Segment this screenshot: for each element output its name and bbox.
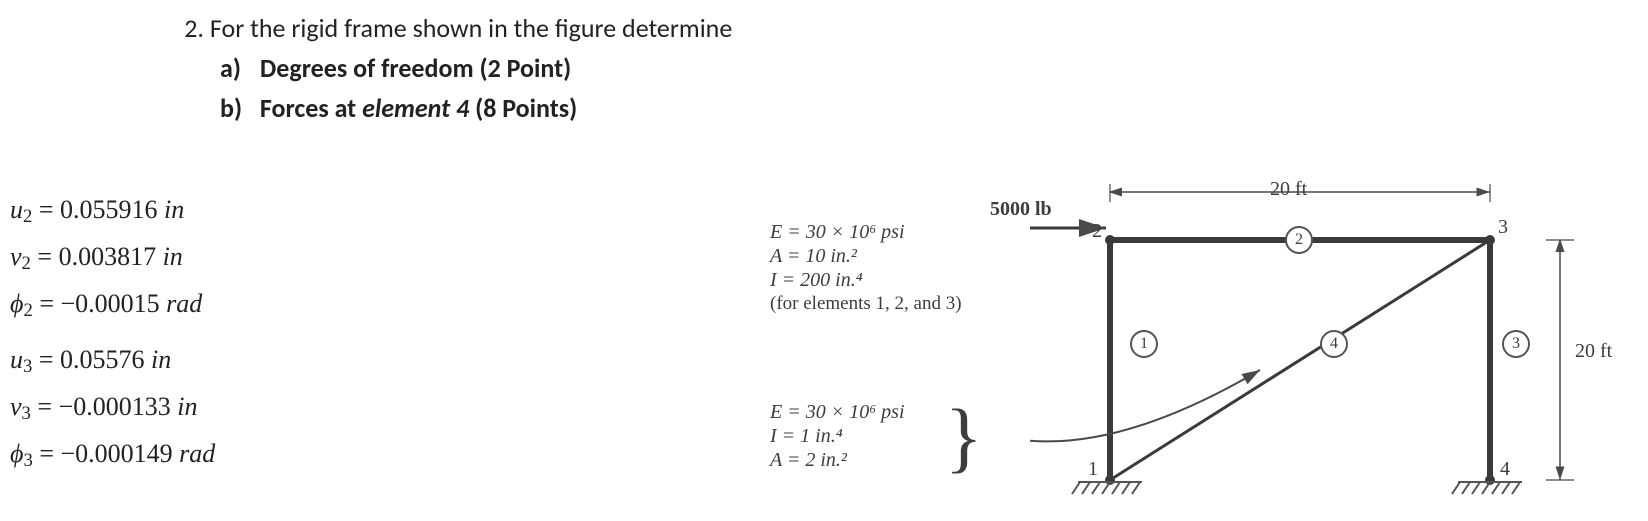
- phi2-sym: ϕ: [10, 289, 23, 318]
- u3-sub: 3: [23, 356, 32, 377]
- v2-sym: v: [10, 242, 22, 271]
- page: 2. For the rigid frame shown in the figu…: [0, 0, 1648, 521]
- question-stem-text: For the rigid frame shown in the figure …: [210, 8, 732, 48]
- element-label-2: 2: [1285, 226, 1313, 254]
- v2-val: 0.003817: [59, 242, 157, 271]
- element-label-3: 3: [1502, 330, 1530, 358]
- v2-unit: in: [163, 242, 183, 271]
- u2-sub: 2: [23, 206, 32, 227]
- displacements-node3: u3 = 0.05576 in v3 = −0.000133 in ϕ3 = −…: [10, 340, 215, 481]
- props2-A: A = 2 in.²: [770, 448, 970, 472]
- props1-note: (for elements 1, 2, and 3): [770, 292, 970, 316]
- part-a-text-after: (2 Point): [479, 52, 571, 84]
- question-block: 2. For the rigid frame shown in the figu…: [150, 8, 732, 128]
- props2-I: I = 1 in.⁴: [770, 424, 970, 448]
- props1-E: E = 30 × 10⁶ psi: [770, 220, 970, 244]
- phi2-sub: 2: [23, 300, 32, 321]
- v3-val: −0.000133: [59, 392, 171, 421]
- props1-I: I = 200 in.⁴: [770, 268, 970, 292]
- v3-unit: in: [177, 392, 197, 421]
- question-part-b: b) Forces at element 4 (8 Points): [220, 88, 732, 128]
- u2-sym: u: [10, 195, 23, 224]
- part-a-text-before: Degrees of freedom: [260, 52, 480, 84]
- u3-unit: in: [151, 345, 171, 374]
- part-tag: b): [220, 88, 254, 128]
- frame-diagram: 5000 lb 20 ft 20 ft: [1030, 180, 1640, 510]
- node-label-1: 1: [1088, 458, 1098, 481]
- u3-sym: u: [10, 345, 23, 374]
- phi2-val: −0.00015: [61, 289, 160, 318]
- props2-E: E = 30 × 10⁶ psi: [770, 400, 970, 424]
- part-b-text-after: (8 Points): [469, 92, 577, 124]
- v2-line: v2 = 0.003817 in: [10, 237, 202, 284]
- v3-line: v3 = −0.000133 in: [10, 387, 215, 434]
- u2-unit: in: [164, 195, 184, 224]
- question-number: 2.: [150, 8, 204, 48]
- props1-A: A = 10 in.²: [770, 244, 970, 268]
- u3-val: 0.05576: [60, 345, 145, 374]
- displacements-node2: u2 = 0.055916 in v2 = 0.003817 in ϕ2 = −…: [10, 190, 202, 331]
- node-label-2: 2: [1092, 220, 1102, 243]
- part-b-em: element 4: [362, 92, 469, 124]
- phi2-line: ϕ2 = −0.00015 rad: [10, 284, 202, 331]
- v2-sub: 2: [22, 253, 31, 274]
- element-label-4: 4: [1320, 330, 1348, 358]
- part-tag: a): [220, 48, 254, 88]
- u2-val: 0.055916: [60, 195, 158, 224]
- v3-sym: v: [10, 392, 22, 421]
- phi3-sub: 3: [23, 450, 32, 471]
- v3-sub: 3: [22, 403, 31, 424]
- phi2-unit: rad: [166, 289, 202, 318]
- phi3-sym: ϕ: [10, 439, 23, 468]
- u2-line: u2 = 0.055916 in: [10, 190, 202, 237]
- brace-icon: }: [945, 392, 982, 482]
- u3-line: u3 = 0.05576 in: [10, 340, 215, 387]
- phi3-unit: rad: [179, 439, 215, 468]
- node-label-4: 4: [1500, 458, 1510, 481]
- figure: E = 30 × 10⁶ psi A = 10 in.² I = 200 in.…: [770, 180, 1640, 510]
- phi3-val: −0.000149: [61, 439, 173, 468]
- props-elements-123: E = 30 × 10⁶ psi A = 10 in.² I = 200 in.…: [770, 220, 970, 316]
- props-element-4: E = 30 × 10⁶ psi I = 1 in.⁴ A = 2 in.²: [770, 400, 970, 472]
- element-label-1: 1: [1130, 330, 1158, 358]
- node-label-3: 3: [1498, 216, 1508, 239]
- part-b-text-before: Forces at: [260, 92, 362, 124]
- question-part-a: a) Degrees of freedom (2 Point): [220, 48, 732, 88]
- phi3-line: ϕ3 = −0.000149 rad: [10, 434, 215, 481]
